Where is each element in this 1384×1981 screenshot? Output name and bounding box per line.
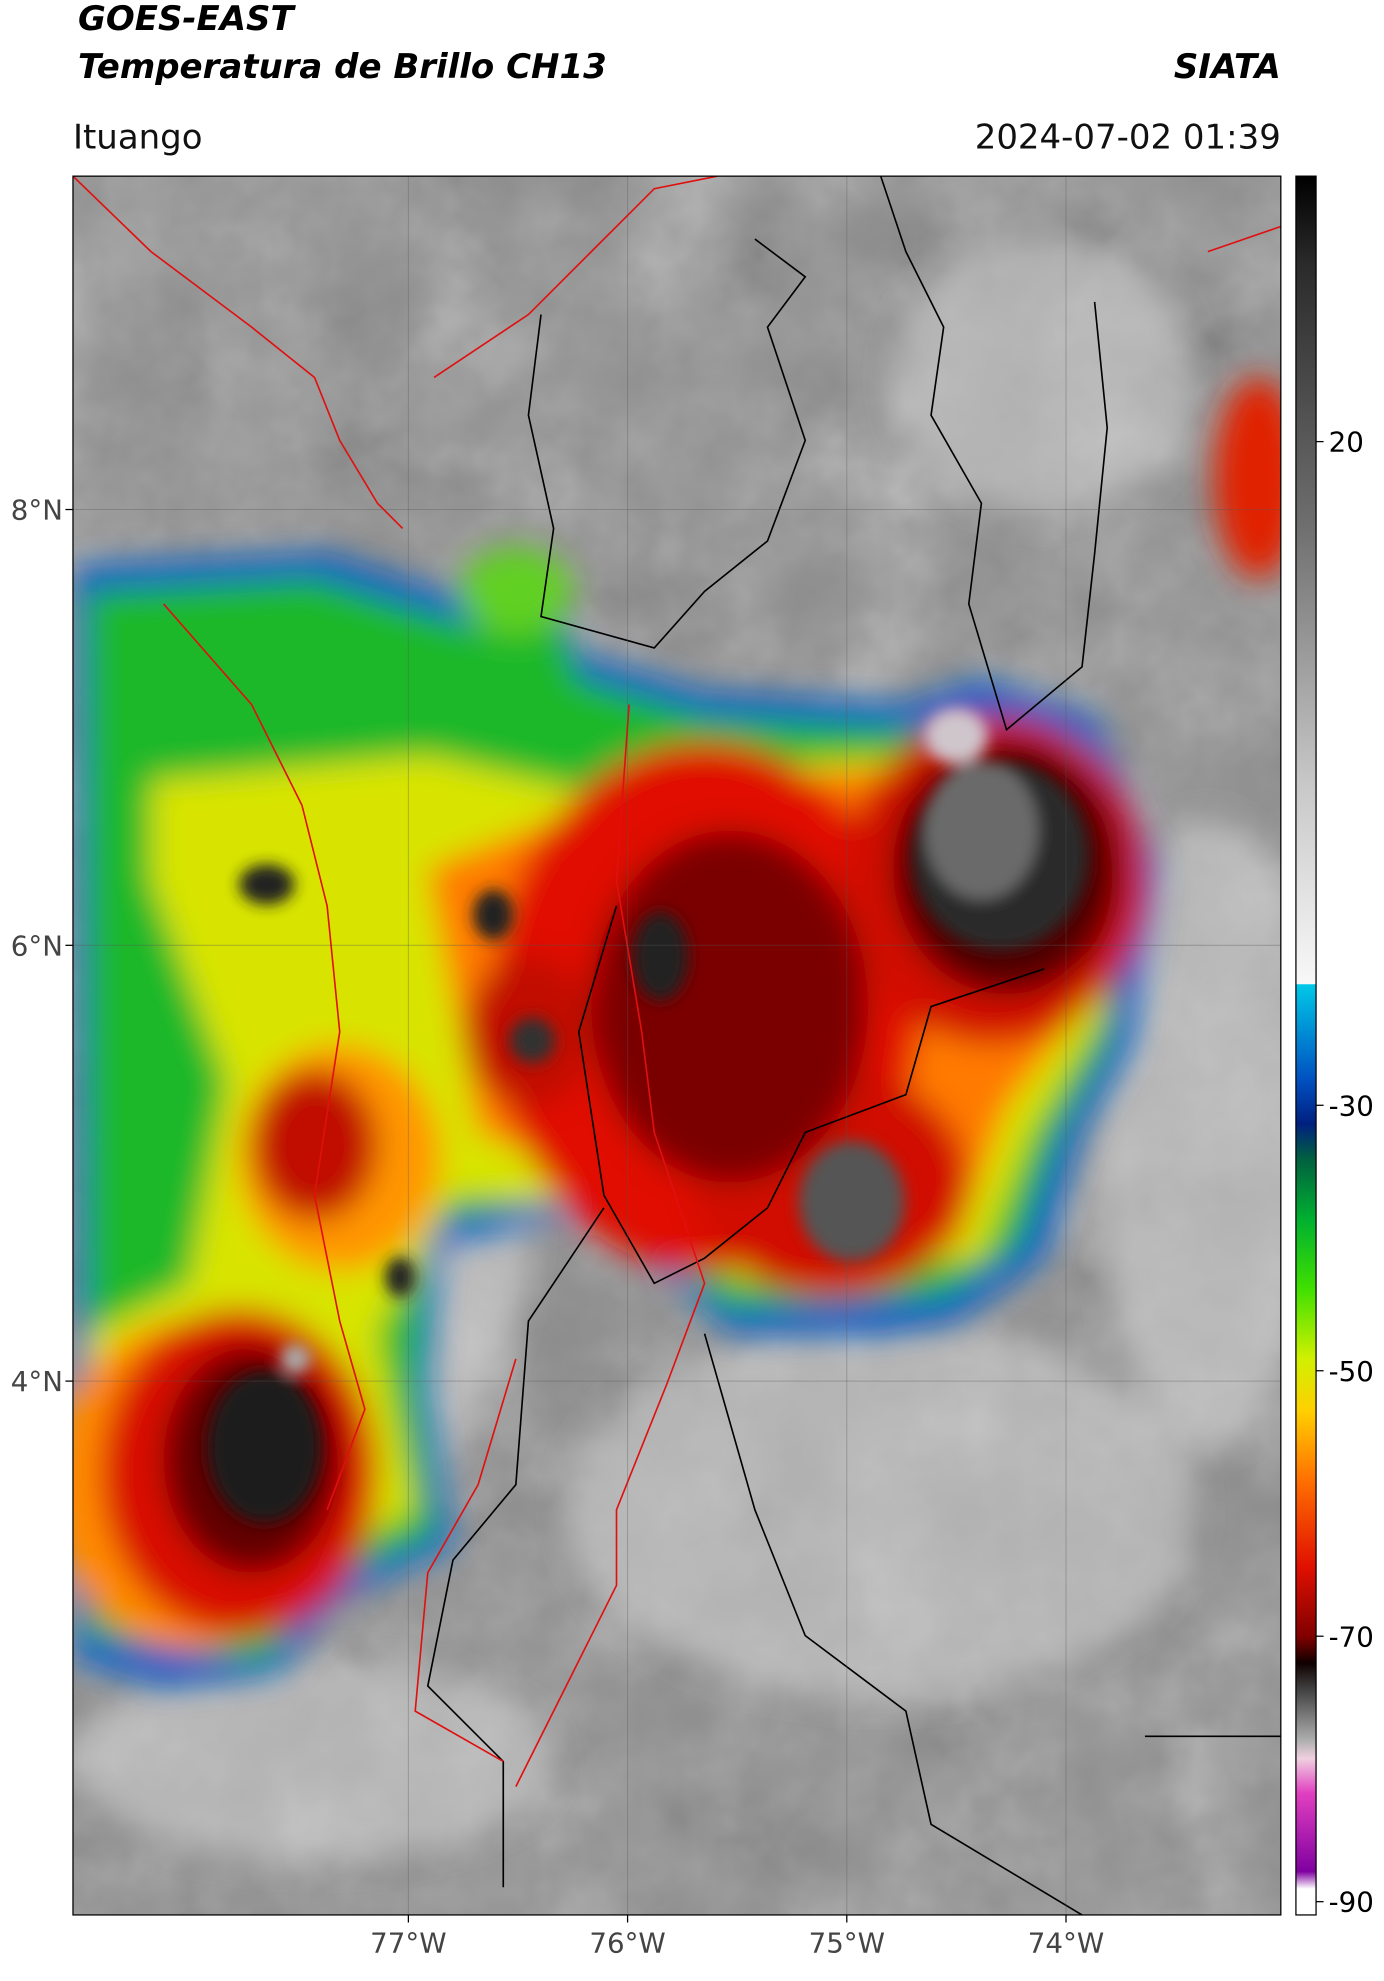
colorbar-tick-label: -30 bbox=[1329, 1089, 1374, 1122]
title-line1: GOES-EAST bbox=[78, 0, 296, 39]
grid bbox=[72, 176, 1281, 1915]
title-line2: Temperatura de Brillo CH13 bbox=[78, 47, 607, 87]
colorbar-tick-label: -90 bbox=[1329, 1886, 1374, 1919]
colorbar-tick-label: 20 bbox=[1329, 426, 1364, 459]
colorbar-tick-label: -50 bbox=[1329, 1355, 1374, 1388]
location: Ituango bbox=[73, 117, 203, 157]
colorbar bbox=[1295, 175, 1317, 1916]
x-tick-label: 76°W bbox=[589, 1927, 665, 1960]
datetime: 2024-07-02 01:39 bbox=[975, 117, 1281, 157]
map-frame bbox=[72, 175, 1282, 1916]
x-tick-label: 74°W bbox=[1028, 1927, 1104, 1960]
x-tick-label: 75°W bbox=[809, 1927, 885, 1960]
x-tick-label: 77°W bbox=[370, 1927, 446, 1960]
y-tick-label: 4°N bbox=[11, 1365, 63, 1398]
agency: SIATA bbox=[1174, 47, 1281, 87]
y-tick-label: 6°N bbox=[11, 929, 63, 962]
satellite-image bbox=[72, 176, 1281, 1915]
colorbar-tick-label: -70 bbox=[1329, 1620, 1374, 1653]
y-tick-label: 8°N bbox=[11, 494, 63, 527]
